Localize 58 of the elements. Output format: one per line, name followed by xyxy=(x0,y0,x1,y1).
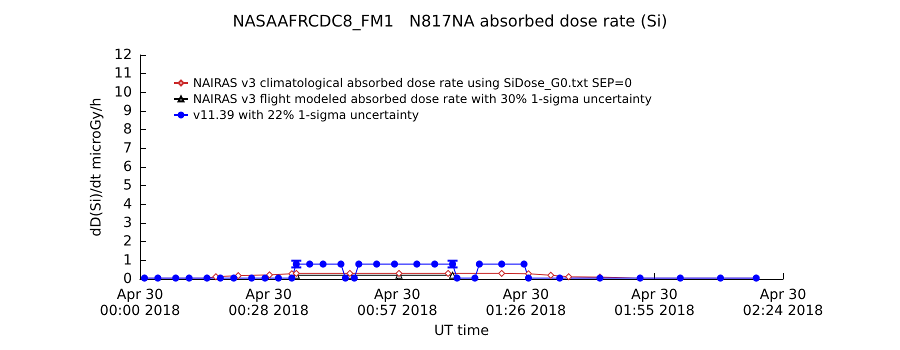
point xyxy=(498,260,506,268)
point xyxy=(230,274,238,282)
legend-label: v11.39 with 22% 1-sigma uncertainty xyxy=(193,108,419,122)
x-tick-label: Apr 30 01:55 2018 xyxy=(614,287,695,319)
point xyxy=(154,274,162,282)
point xyxy=(172,274,180,282)
x-axis-title: UT time xyxy=(434,322,489,339)
point xyxy=(676,274,684,282)
point xyxy=(547,272,554,279)
y-tick-label: 11 xyxy=(114,66,132,82)
point xyxy=(186,274,193,282)
point xyxy=(524,274,532,282)
y-tick-label: 7 xyxy=(123,140,132,156)
point xyxy=(556,274,564,282)
y-tick-label: 1 xyxy=(123,252,132,268)
point xyxy=(373,260,380,268)
y-tick-label: 8 xyxy=(123,122,132,138)
point xyxy=(476,260,483,268)
point xyxy=(431,260,438,268)
x-tick-label: Apr 30 00:28 2018 xyxy=(228,287,309,319)
point xyxy=(444,270,452,277)
y-tick-label: 3 xyxy=(123,215,132,231)
legend-label: NAIRAS v3 flight modeled absorbed dose rate with 30% 1-sigma uncertainty xyxy=(193,92,652,106)
legend-label: NAIRAS v3 climatological absorbed dose rate using SiDose_G0.txt SEP=0 xyxy=(193,76,632,90)
point xyxy=(413,260,420,268)
point xyxy=(216,274,224,282)
point xyxy=(520,260,528,268)
y-tick-label: 0 xyxy=(123,271,132,287)
chart-title: NASAAFRCDC8_FM1 N817NA absorbed dose rate (Si) xyxy=(232,12,668,30)
point xyxy=(471,274,478,282)
x-tick-label: Apr 30 02:24 2018 xyxy=(742,287,824,319)
point xyxy=(565,273,572,280)
point xyxy=(454,274,461,282)
point xyxy=(266,271,273,278)
x-tick-label: Apr 30 00:00 2018 xyxy=(100,287,180,319)
point xyxy=(498,270,506,277)
y-tick-label: 4 xyxy=(123,196,132,212)
point xyxy=(342,274,349,282)
point xyxy=(391,260,398,268)
point xyxy=(248,274,256,282)
y-tick-label: 2 xyxy=(123,234,132,250)
point xyxy=(350,274,358,282)
point xyxy=(355,260,362,268)
y-axis-title: dD(Si)/dt microGy/h xyxy=(88,98,104,236)
y-tick-label: 10 xyxy=(114,84,132,100)
y-tick-label: 12 xyxy=(114,47,132,63)
point xyxy=(716,274,724,282)
point xyxy=(337,260,344,268)
point xyxy=(288,274,296,282)
point xyxy=(262,274,269,282)
y-tick-label: 6 xyxy=(123,159,132,175)
point xyxy=(306,260,314,268)
point xyxy=(274,274,282,282)
y-tick-label: 9 xyxy=(123,103,132,119)
x-tick-label: Apr 30 01:26 2018 xyxy=(486,287,566,319)
y-tick-label: 5 xyxy=(123,178,132,194)
x-tick-label: Apr 30 00:57 2018 xyxy=(356,287,438,319)
point xyxy=(320,260,327,268)
